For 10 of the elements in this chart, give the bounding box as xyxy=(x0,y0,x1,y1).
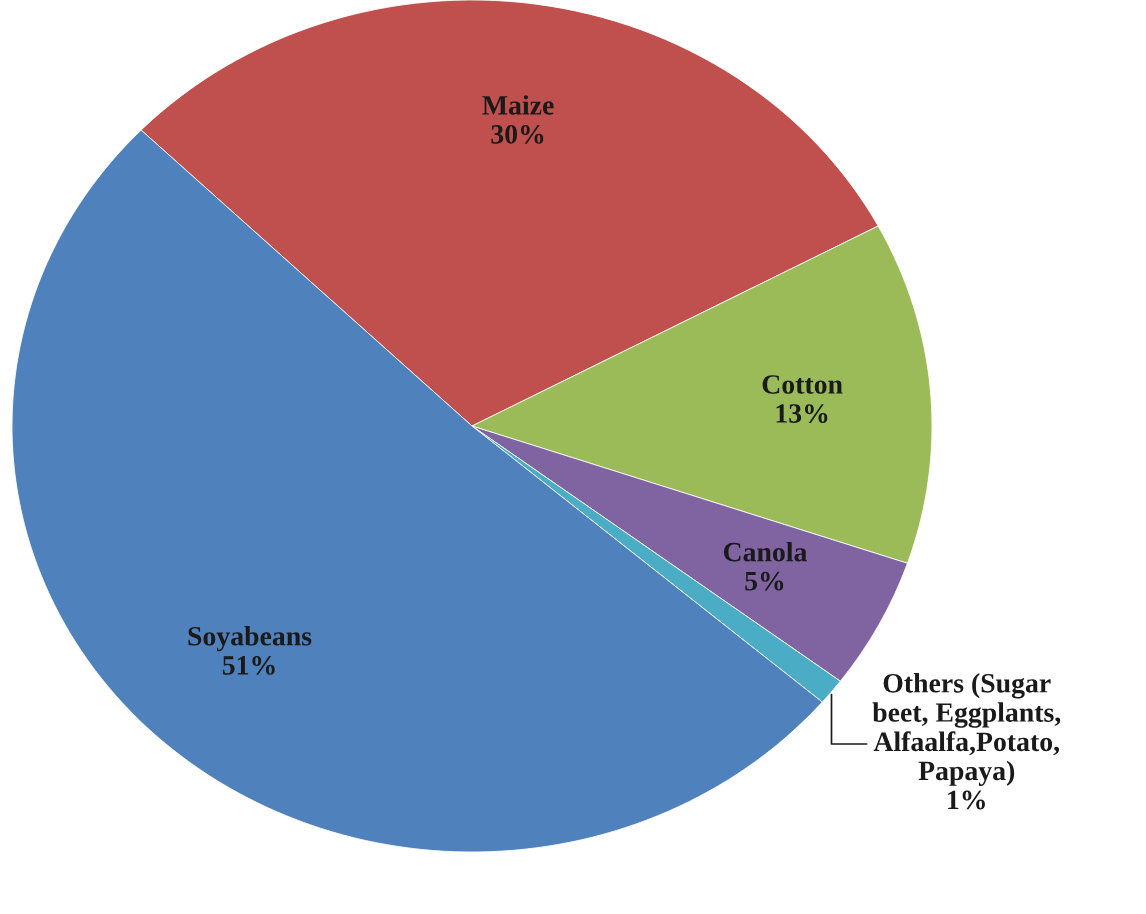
data-label: 30% xyxy=(491,125,544,144)
data-label: 13% xyxy=(776,404,828,423)
slice-label: Canola xyxy=(723,541,807,562)
data-label: 1% xyxy=(948,790,985,810)
data-label: 51% xyxy=(222,655,275,675)
slice-label: Maize xyxy=(482,95,554,115)
slice-label: Others (Sugar beet, Eggplants, Alfaalfa,Potato, Papaya) xyxy=(872,673,1061,786)
data-label: 5% xyxy=(745,571,784,591)
slice-label: Cotton xyxy=(762,375,843,394)
slice-label: Soyabeans xyxy=(188,626,312,652)
